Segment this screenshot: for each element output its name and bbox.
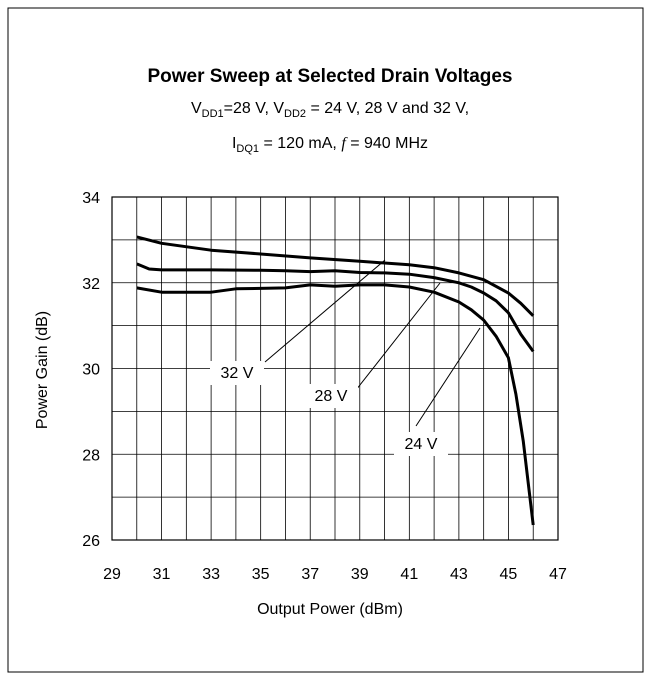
chart-subtitle: VDD1=28 V, VDD2 = 24 V, 28 V and 32 V,: [191, 100, 469, 120]
x-tick-label: 39: [351, 566, 369, 583]
subtitle-segment: = 120 mA,: [259, 135, 341, 152]
callout-line: [415, 327, 481, 427]
plot-border: [111, 196, 559, 541]
y-tick-label: 26: [82, 533, 100, 550]
y-tick-label: 30: [82, 362, 100, 379]
subtitle-segment: = 940 MHz: [346, 135, 428, 152]
y-tick-label: 34: [82, 190, 100, 207]
series-line: [136, 262, 535, 353]
subtitle-segment: V: [191, 100, 202, 117]
x-tick-label: 47: [549, 566, 567, 583]
callout-line: [355, 282, 441, 391]
subtitle-segment: DD1: [202, 108, 224, 120]
frame: [7, 7, 644, 673]
x-tick-label: 35: [252, 566, 270, 583]
chart-title: Power Sweep at Selected Drain Voltages: [148, 66, 513, 87]
y-tick-label: 32: [82, 276, 100, 293]
subtitle-segment: DQ1: [236, 143, 259, 155]
subtitle-segment: DD2: [284, 108, 306, 120]
x-tick-label: 31: [153, 566, 171, 583]
legend-label: 32 V: [221, 365, 254, 382]
subtitle-segment: f: [341, 135, 348, 152]
x-tick-label: 41: [400, 566, 418, 583]
legend-label: 28 V: [315, 388, 348, 405]
legend-label: 24 V: [405, 436, 438, 453]
y-axis-label: Power Gain (dB): [34, 311, 51, 429]
callout-line: [264, 259, 386, 363]
x-axis-label: Output Power (dBm): [257, 601, 403, 618]
callout-bg: [210, 361, 264, 385]
x-tick-label: 37: [301, 566, 319, 583]
x-tick-label: 29: [103, 566, 121, 583]
callout-bg: [304, 384, 358, 408]
x-tick-label: 45: [500, 566, 518, 583]
subtitle-segment: = 24 V, 28 V and 32 V,: [306, 100, 469, 117]
subtitle-segment: I: [232, 135, 236, 152]
callout-bg: [394, 432, 448, 456]
y-tick-label: 28: [82, 447, 100, 464]
subtitle-segment: =28 V, V: [224, 100, 285, 117]
series-line: [136, 283, 535, 526]
series-line: [136, 235, 535, 317]
x-tick-label: 33: [202, 566, 220, 583]
chart-subtitle: IDQ1 = 120 mA, f = 940 MHz: [232, 135, 428, 155]
x-tick-label: 43: [450, 566, 468, 583]
